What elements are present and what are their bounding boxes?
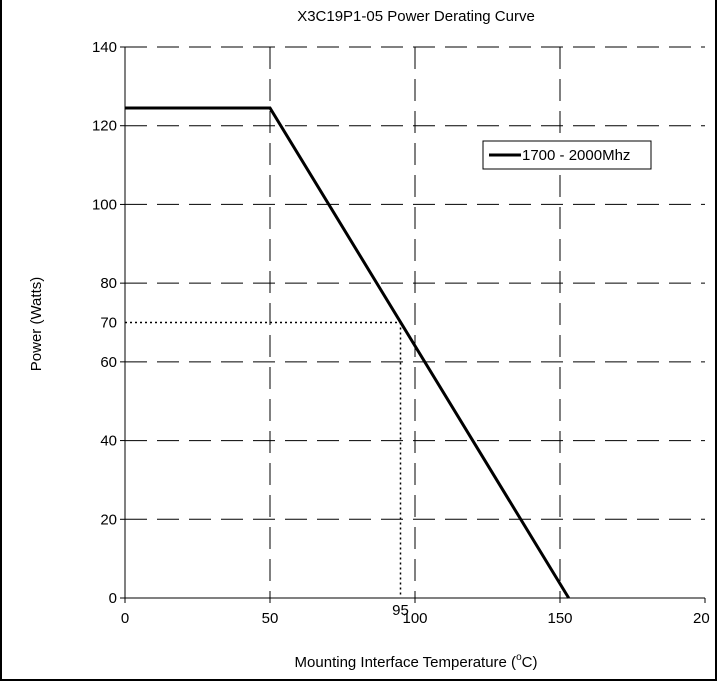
y-tick-label: 140 bbox=[92, 39, 117, 56]
grid bbox=[125, 46, 705, 598]
y-tick-label: 20 bbox=[100, 511, 117, 528]
y-tick-label: 100 bbox=[92, 196, 117, 213]
ticks: 0 20 40 60 70 80 100 120 140 0 50 100 150 20 bbox=[92, 39, 710, 627]
x-tick-label: 50 bbox=[262, 610, 279, 627]
series-line bbox=[125, 106, 570, 599]
x-tick-label: 0 bbox=[121, 610, 129, 627]
legend: 1700 - 2000Mhz bbox=[482, 140, 652, 170]
x-tick-label: 150 bbox=[547, 610, 572, 627]
y-tick-label: 70 bbox=[100, 315, 117, 332]
y-tick-label: 40 bbox=[100, 433, 117, 450]
annotation-label: 95 bbox=[392, 602, 409, 619]
series-layer bbox=[125, 106, 570, 599]
x-tick-label: 20 bbox=[693, 610, 710, 627]
chart-title: X3C19P1-05 Power Derating Curve bbox=[297, 8, 535, 25]
y-tick-label: 60 bbox=[100, 354, 117, 371]
y-tick-label: 80 bbox=[100, 275, 117, 292]
x-axis-title: Mounting Interface Temperature (oC) bbox=[295, 652, 538, 671]
annotation-guides: 95 bbox=[125, 321, 409, 619]
y-axis-title: Power (Watts) bbox=[28, 277, 45, 371]
x-tick-label: 100 bbox=[402, 610, 427, 627]
y-tick-label: 0 bbox=[109, 590, 117, 607]
legend-entry-label: 1700 - 2000Mhz bbox=[522, 147, 630, 164]
y-tick-label: 120 bbox=[92, 118, 117, 135]
